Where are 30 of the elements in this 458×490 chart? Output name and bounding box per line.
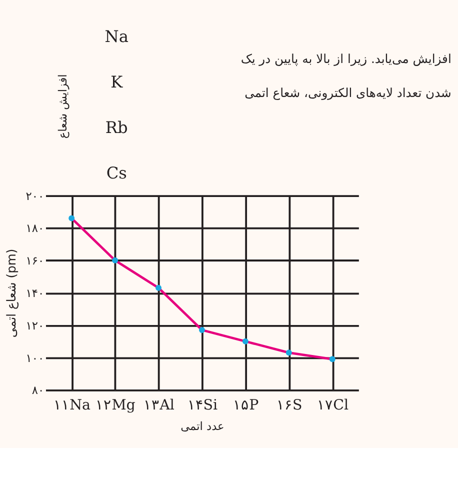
- point: [198, 327, 205, 333]
- y-tick-label: ۱۶۰: [26, 254, 44, 268]
- x-tick-label: ۱۲Mg: [96, 397, 136, 414]
- x-tick-label: ۱۳Al: [144, 397, 175, 414]
- y-tick-label: ۲۰۰: [26, 188, 44, 203]
- x-axis-title: عدد اتمی: [180, 419, 224, 434]
- point: [242, 338, 248, 344]
- point: [156, 284, 162, 291]
- x-tick-label: ۱۶S: [276, 397, 302, 414]
- point: [329, 356, 336, 362]
- y-axis-title: شعاع اتمی (pm): [4, 248, 18, 338]
- x-tick-label: ۱۱Na: [54, 397, 92, 414]
- y-tick-label: ۸۰: [32, 383, 44, 398]
- text: K: [110, 72, 124, 92]
- y-tick-label: ۱۸۰: [26, 221, 44, 236]
- text: افزایش می‌یابد. زیرا از بالا به پایین در یک: [240, 52, 452, 66]
- x-tick-label: ۱۵P: [233, 397, 260, 414]
- y-tick-label: ۱۴۰: [26, 286, 44, 300]
- text: Rb: [105, 118, 128, 137]
- y-tick-label: ۱۰۰: [26, 350, 44, 365]
- point: [286, 350, 292, 356]
- text: Cs: [106, 163, 127, 182]
- point: [112, 257, 118, 264]
- text: Na: [104, 26, 129, 46]
- y-tick-label: ۱۲۰: [26, 318, 44, 332]
- point: [68, 215, 75, 222]
- text: شدن تعداد لایه‌های الکترونی، شعاع اتمی: [244, 86, 452, 100]
- text: افزایش شعاع: [55, 74, 70, 139]
- x-tick-label: ۱۷Cl: [317, 397, 349, 414]
- x-tick-label: ۱۴Si: [187, 397, 218, 414]
